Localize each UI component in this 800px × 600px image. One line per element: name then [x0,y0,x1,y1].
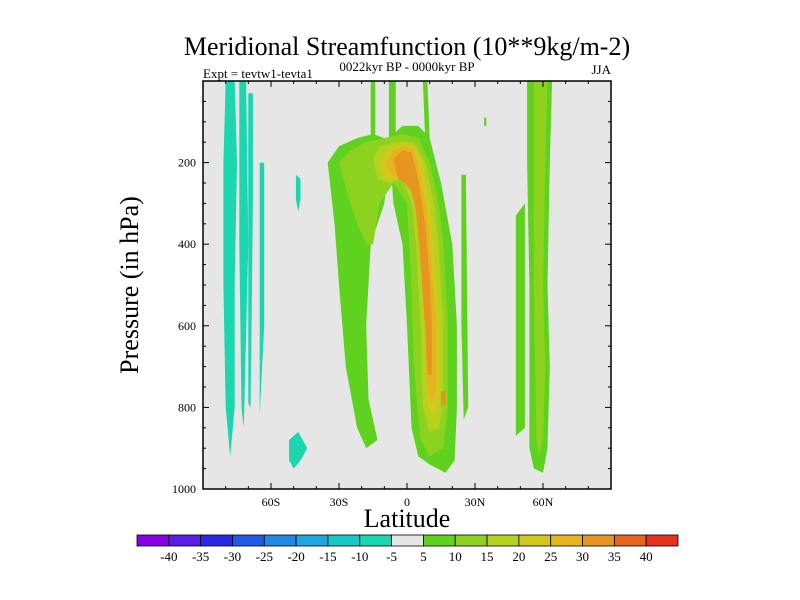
contour-pos25 [386,146,437,404]
x-axis: 60S 30S 0 30N 60N [202,81,612,509]
y-tick-label: 800 [178,400,196,414]
colorbar-box [200,534,233,547]
colorbar-box [295,534,329,547]
y-tick-label: 1000 [172,482,196,496]
colorbar-label: 35 [608,549,621,564]
contour-pos5-col-5S-top [388,81,396,139]
expt-label: Expt = tevtw1-tevta1 [203,66,313,81]
colorbar-label: -40 [160,549,177,564]
colorbar-label: -5 [386,549,397,564]
colorbar-label: 25 [544,549,557,564]
colorbar-box [423,534,456,547]
colorbar-box [327,534,361,547]
contour-pos30 [393,150,432,375]
x-tick-label: 60N [533,495,554,509]
contour-neg-5-patch-50S-low [289,431,308,469]
y-tick-label: 200 [178,156,196,170]
contour-neg-5-band-72S [239,81,249,428]
contour-neg-5-band-80S [223,81,237,457]
chart-title: Meridional Streamfunction (10**9kg/m-2) [184,32,630,61]
colorbar-label: 10 [449,549,462,564]
colorbar-box [582,534,615,547]
chart-subtitle: 0022kyr BP - 0000kyr BP [339,59,474,74]
x-tick-label: 30N [465,495,486,509]
colorbar-box [391,534,424,547]
contour-neg-5-band-64S [259,162,265,416]
colorbar-label: -30 [224,549,241,564]
colorbar-label: -35 [192,549,209,564]
contour-pos5-col-10N-top [422,81,430,139]
y-tick-label: 600 [178,319,196,333]
colorbar-label: -10 [351,549,368,564]
colorbar-box [168,534,202,547]
contour-pos30-core-top [402,152,412,183]
contour-pos5-col-35N [484,117,487,126]
x-tick-label: 30S [330,495,349,509]
contour-neg-5-patch-50S-upper [295,174,301,212]
colorbar-box [136,534,170,547]
colorbar-box [232,534,265,547]
contour-pos5-col-25N [461,174,469,420]
contour-pos5-col-15S-top [370,81,376,139]
colorbar-box [486,534,520,547]
contour-regions [223,81,553,473]
x-tick-label: 0 [404,495,410,509]
colorbar-box [263,534,297,547]
colorbar-label: -15 [319,549,336,564]
colorbar-box [518,534,552,547]
colorbar-label: 15 [481,549,494,564]
colorbar-label: 20 [512,549,525,564]
colorbar-label: 40 [640,549,653,564]
x-axis-label: Latitude [364,504,451,533]
y-axis-label: Pressure (in hPa) [115,196,144,374]
colorbar-label: -20 [287,549,304,564]
contour-pos10-60N [533,81,548,457]
colorbar: -40 -35 -30 -25 -20 -15 -10 -5 5 10 15 20 25 30 35 40 [136,534,679,564]
contour-pos30-core-low [441,391,446,408]
colorbar-box [550,534,583,547]
x-tick-label: 60S [262,495,281,509]
colorbar-box [613,534,647,547]
y-tick-label: 400 [178,237,196,251]
season-label: JJA [591,62,611,77]
colorbar-label: -25 [256,549,273,564]
contour-pos5-col-50N [515,203,525,436]
contour-neg-5-band-68S [248,93,253,408]
y-axis: 200 400 600 800 1000 [172,80,611,496]
colorbar-label: 5 [420,549,427,564]
colorbar-label: 30 [576,549,589,564]
plot-area [202,80,612,490]
colorbar-box [645,534,679,547]
colorbar-box [359,534,392,547]
colorbar-box [454,534,488,547]
